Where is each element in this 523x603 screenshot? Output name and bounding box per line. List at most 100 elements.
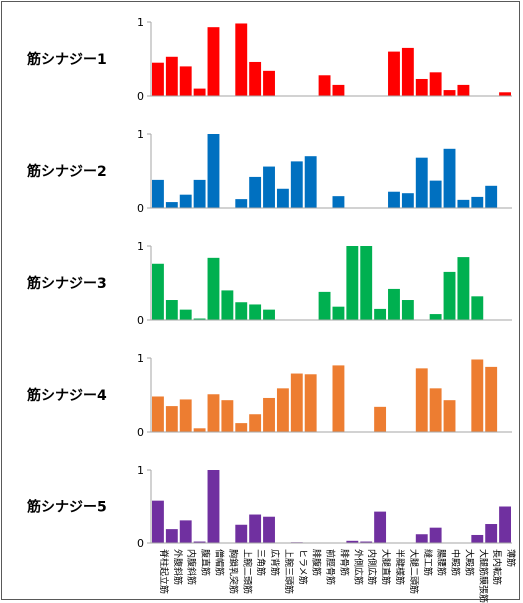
x-tick-label: 脊柱起立筋 [158, 549, 170, 594]
bar [457, 84, 470, 96]
bar [207, 257, 220, 320]
synergy-panel-2: 筋シナジー2 1 0 [27, 128, 512, 215]
x-tick-label: 内腹斜筋 [186, 549, 198, 585]
bar [179, 399, 192, 432]
bar [179, 520, 192, 543]
y-tick-label: 1 [137, 16, 144, 29]
bar [249, 514, 262, 543]
bar [443, 400, 456, 432]
y-tick-label: 0 [137, 90, 144, 103]
bar [193, 318, 206, 320]
bar [471, 359, 484, 432]
bar [263, 166, 275, 208]
x-tick-label: 中殿筋 [450, 549, 462, 576]
bar [304, 156, 317, 208]
bar [374, 511, 387, 543]
bar [152, 62, 164, 96]
y-tick-label: 1 [137, 240, 144, 253]
x-tick-label: 三角筋 [255, 549, 267, 576]
bar [165, 529, 178, 543]
x-tick-label: 半腱様筋 [394, 549, 406, 585]
x-tick-label: 上腕三頭筋 [283, 549, 295, 594]
bar [388, 51, 400, 96]
synergy-panel-3: 筋シナジー3 1 0 [27, 240, 512, 327]
bar [471, 196, 484, 208]
bar [374, 308, 387, 320]
bar [388, 288, 400, 320]
synergy-panel-4: 筋シナジー4 1 0 [27, 352, 512, 439]
bar [263, 309, 275, 320]
bar [499, 506, 511, 543]
bar [235, 423, 248, 432]
x-tick-label: 腓腹筋 [311, 549, 323, 576]
bar [332, 196, 345, 208]
bar [332, 365, 345, 432]
bar [318, 291, 331, 320]
bar [249, 176, 262, 208]
bar [290, 161, 303, 208]
bar [207, 27, 220, 96]
bar [318, 75, 331, 96]
bar [193, 179, 206, 208]
bar [152, 179, 164, 208]
bar [401, 47, 414, 96]
panel-title: 筋シナジー3 [27, 275, 107, 292]
bar [165, 202, 178, 208]
bar [485, 524, 498, 543]
x-tick-label: 大腿二頭筋 [408, 549, 420, 594]
x-tick-label: 大殿筋 [463, 549, 475, 576]
bar [263, 397, 275, 432]
bar [485, 185, 498, 208]
bar [443, 148, 456, 208]
panel-title: 筋シナジー1 [27, 51, 107, 68]
bar [152, 500, 164, 543]
x-tick-label: 縫工筋 [422, 549, 434, 576]
x-tick-label: 内側広筋 [366, 549, 378, 585]
bar [290, 373, 303, 432]
bar [388, 191, 400, 208]
bar [360, 541, 373, 543]
bar [263, 70, 275, 96]
x-tick-label: 上腕二頭筋 [241, 549, 253, 594]
bar [152, 263, 164, 320]
bar [249, 61, 262, 96]
bar [165, 406, 178, 432]
bar [165, 56, 178, 96]
bar [235, 302, 248, 320]
x-tick-label: ヒラメ筋 [297, 549, 309, 585]
bar [207, 134, 220, 208]
bar [457, 257, 470, 320]
bar [193, 541, 206, 543]
panel-title: 筋シナジー4 [27, 387, 107, 404]
bar [207, 470, 220, 543]
bar [401, 193, 414, 208]
panel-title: 筋シナジー2 [27, 163, 107, 180]
x-tick-label: 外腹斜筋 [172, 549, 184, 585]
x-tick-label: 広背筋 [269, 549, 281, 576]
x-tick-label: 腹直筋 [200, 549, 212, 576]
x-tick-label: 腓骨筋 [338, 549, 350, 576]
bar [221, 290, 234, 320]
bar [276, 388, 289, 432]
bar [374, 406, 387, 432]
synergy-panel-5: 筋シナジー5 1 0 [27, 464, 512, 550]
bar [401, 300, 414, 320]
x-tick-label: 薄筋 [505, 549, 517, 567]
bar [179, 194, 192, 208]
bar [249, 304, 262, 320]
bar [152, 396, 164, 432]
bar [443, 90, 456, 96]
bar [471, 296, 484, 320]
bar [332, 306, 345, 320]
bar [429, 314, 442, 320]
panel-title: 筋シナジー5 [27, 499, 107, 516]
bar [457, 199, 470, 208]
bar [179, 66, 192, 96]
bar [249, 414, 262, 432]
bar [429, 72, 442, 96]
bar [415, 157, 428, 208]
y-tick-label: 1 [137, 352, 144, 365]
x-tick-label: 胸鎖乳突筋 [227, 549, 239, 594]
